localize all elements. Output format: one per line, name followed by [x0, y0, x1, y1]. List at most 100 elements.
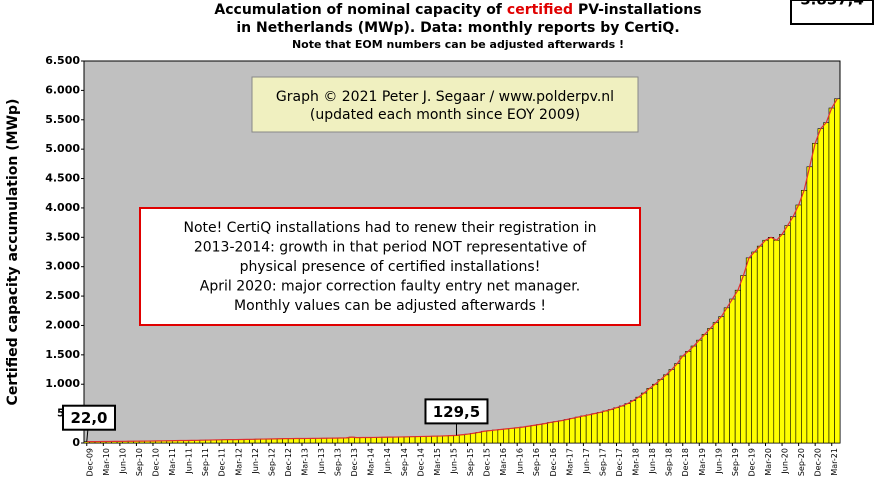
- bar: [298, 438, 306, 444]
- x-tick-label: Jun-12: [251, 448, 260, 475]
- bar: [481, 430, 488, 444]
- bar: [762, 239, 769, 444]
- bar: [729, 298, 736, 444]
- y-axis-label: Certified capacity accumulation (MWp): [5, 99, 21, 406]
- x-tick-label: Jun-15: [449, 448, 458, 475]
- x-tick-label: Dec-11: [218, 448, 227, 477]
- x-tick-label: Sep-16: [532, 448, 541, 476]
- x-tick-label: Mar-13: [300, 448, 309, 476]
- bar: [503, 428, 510, 444]
- x-tick-label: Mar-15: [433, 448, 442, 476]
- bar: [778, 234, 786, 444]
- bar: [431, 435, 438, 444]
- y-tick-label: 3.500: [45, 230, 80, 243]
- bar: [834, 98, 841, 444]
- bar: [282, 438, 289, 444]
- chart-title: Accumulation of nominal capacity of certi…: [214, 2, 701, 18]
- bar: [320, 437, 328, 444]
- bar: [442, 435, 449, 444]
- bar: [453, 435, 460, 444]
- x-tick-label: Sep-15: [466, 448, 475, 476]
- title-part: PV-installations: [578, 2, 702, 18]
- bar: [652, 383, 659, 444]
- bar: [718, 316, 725, 444]
- note-text: April 2020: major correction faulty entr…: [200, 279, 580, 295]
- bar: [723, 307, 730, 444]
- y-tick-label: 3.000: [45, 260, 80, 273]
- bar: [674, 363, 681, 444]
- bar: [767, 237, 775, 444]
- x-tick-label: Sep-20: [797, 448, 806, 476]
- x-tick-label: Jun-19: [714, 448, 723, 475]
- bar: [293, 438, 300, 444]
- bar: [541, 423, 548, 444]
- bar: [624, 403, 631, 444]
- bar: [574, 416, 581, 444]
- bar: [558, 420, 565, 444]
- x-tick-label: Mar-10: [102, 448, 111, 476]
- bar: [580, 415, 587, 444]
- x-tick-label: Jun-13: [317, 448, 326, 475]
- bar: [536, 424, 543, 444]
- bar: [337, 437, 344, 444]
- x-tick-label: Mar-18: [632, 448, 641, 476]
- x-tick-label: Dec-10: [151, 448, 160, 477]
- bar: [530, 425, 537, 444]
- bar: [492, 429, 499, 444]
- x-tick-label: Mar-16: [499, 448, 508, 476]
- x-tick-label: Jun-20: [781, 448, 790, 475]
- bar: [387, 436, 394, 444]
- bar: [707, 328, 714, 444]
- bar: [679, 355, 686, 444]
- note-text: 2013-2014: growth in that period NOT rep…: [194, 240, 587, 256]
- bar: [547, 422, 554, 444]
- bar: [685, 351, 692, 444]
- bar: [812, 142, 819, 444]
- bar: [525, 425, 532, 444]
- bar: [740, 275, 747, 444]
- bar: [486, 430, 493, 444]
- trend-line: [86, 98, 838, 443]
- x-tick-label: Dec-12: [284, 448, 293, 477]
- bar: [508, 428, 515, 444]
- y-tick-label: 2.000: [45, 318, 80, 331]
- x-tick-label: Sep-13: [334, 448, 343, 476]
- x-tick-label: Mar-12: [234, 448, 243, 476]
- bar: [690, 345, 697, 444]
- bar: [618, 405, 626, 444]
- x-tick-label: Dec-16: [549, 448, 558, 477]
- bar: [790, 216, 797, 444]
- credit-text: (updated each month since EOY 2009): [310, 107, 580, 123]
- y-tick-label: 6.500: [45, 54, 80, 67]
- value-label: 5.857,4: [800, 0, 864, 9]
- bar: [823, 122, 830, 444]
- title-highlight: certified: [507, 2, 573, 18]
- bar: [596, 412, 604, 444]
- bar: [552, 421, 559, 444]
- x-tick-label: Dec-14: [416, 448, 425, 477]
- bar: [475, 432, 482, 444]
- bar: [315, 437, 322, 444]
- x-tick-label: Dec-19: [747, 448, 756, 477]
- y-tick-label: 4.000: [45, 201, 80, 214]
- bar: [745, 257, 753, 444]
- value-label: 22,0: [70, 409, 107, 427]
- chart-title: in Netherlands (MWp). Data: monthly repo…: [236, 20, 679, 36]
- credit-box: [251, 76, 639, 133]
- bar: [828, 107, 835, 444]
- bar: [696, 339, 703, 444]
- y-tick-label: 6.000: [45, 83, 80, 96]
- x-tick-label: Sep-12: [267, 448, 276, 476]
- bar: [751, 251, 758, 444]
- x-tick-label: Sep-18: [665, 448, 674, 476]
- bar: [630, 400, 637, 444]
- bar: [425, 436, 432, 444]
- bar: [801, 189, 808, 444]
- x-tick-label: Sep-10: [135, 448, 144, 476]
- bar: [641, 392, 648, 444]
- x-tick-label: Sep-11: [201, 448, 210, 476]
- bar: [287, 438, 294, 444]
- chart-subtitle: Note that EOM numbers can be adjusted af…: [292, 38, 624, 51]
- bar: [591, 413, 598, 444]
